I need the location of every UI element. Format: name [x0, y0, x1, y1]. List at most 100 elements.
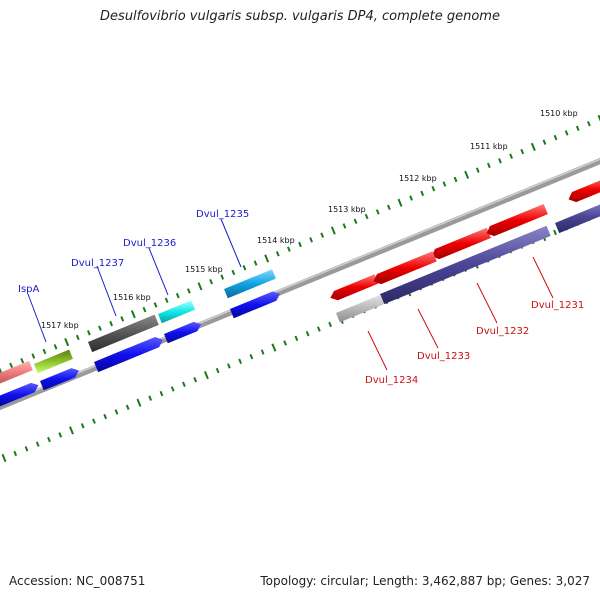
scale-tick: [453, 176, 458, 183]
gene-feature-red[interactable]: [373, 251, 437, 285]
scale-tick: [587, 120, 591, 127]
gene-label-dvul-1232[interactable]: Dvul_1232: [476, 326, 529, 337]
outer-tick-row: [0, 114, 600, 375]
scale-tick: [328, 321, 332, 328]
scale-tick: [53, 344, 58, 350]
scale-label: 1516 kbp: [113, 293, 151, 302]
scale-tick: [9, 362, 13, 369]
gene-label-dvul-1234[interactable]: Dvul_1234: [365, 375, 418, 386]
scale-tick: [464, 170, 470, 179]
scale-tick: [409, 195, 413, 201]
scale-tick: [249, 354, 254, 360]
scale-tick: [153, 302, 158, 308]
scale-label: 1514 kbp: [257, 236, 295, 245]
gene-feature-navy[interactable]: [555, 200, 600, 234]
scale-tick: [58, 432, 63, 438]
scale-tick: [575, 125, 580, 131]
leader-line: [220, 218, 242, 268]
scale-tick: [187, 288, 191, 294]
scale-label: 1511 kbp: [470, 142, 508, 151]
genome-stats-text: Topology: circular; Length: 3,462,887 bp…: [260, 574, 590, 588]
leader-line: [476, 282, 498, 324]
scale-tick: [148, 395, 153, 401]
gene-feature-red[interactable]: [568, 177, 600, 203]
scale-tick: [498, 158, 502, 164]
scale-tick: [238, 358, 243, 365]
gene-feature-blue[interactable]: [40, 368, 79, 391]
gene-label-ispa[interactable]: IspA: [18, 284, 40, 295]
scale-tick: [175, 292, 180, 299]
gene-feature-pink[interactable]: [0, 360, 33, 385]
gene-feature-dark[interactable]: [88, 314, 159, 353]
gene-feature-red[interactable]: [330, 274, 379, 301]
gene-feature-blue[interactable]: [94, 336, 163, 373]
scale-tick: [397, 198, 403, 207]
gene-feature-sky[interactable]: [224, 269, 276, 299]
scale-tick: [564, 130, 569, 136]
scale-tick: [69, 426, 74, 435]
leader-line: [27, 293, 47, 343]
scale-tick: [182, 381, 186, 388]
scale-tick: [47, 436, 51, 443]
scale-tick: [92, 418, 96, 424]
leader-line: [367, 330, 388, 371]
gene-label-dvul-1237[interactable]: Dvul_1237: [71, 258, 124, 269]
scale-tick: [24, 446, 29, 452]
scale-label: 1510 kbp: [540, 109, 578, 118]
scale-tick: [231, 269, 236, 276]
scale-labels: 1510 kbp 1511 kbp 1512 kbp 1513 kbp 1514…: [41, 109, 578, 330]
genome-backbone-highlight: [0, 158, 600, 406]
scale-tick: [442, 181, 447, 187]
gene-feature-blue[interactable]: [230, 291, 281, 319]
scale-tick: [215, 367, 220, 374]
scale-tick: [509, 153, 513, 159]
gene-label-dvul-1233[interactable]: Dvul_1233: [417, 351, 470, 362]
gene-feature-olive[interactable]: [34, 349, 73, 374]
scale-tick: [542, 139, 547, 145]
scale-tick: [283, 340, 288, 346]
scale-tick: [530, 142, 536, 151]
scale-tick: [597, 114, 600, 122]
scale-tick: [20, 358, 25, 364]
map-title: Desulfovibrio vulgaris subsp. vulgaris D…: [100, 9, 500, 24]
forward-gene-labels: IspA Dvul_1237 Dvul_1236 Dvul_1235: [18, 209, 249, 343]
scale-tick: [375, 209, 380, 215]
gene-feature-blue[interactable]: [164, 321, 202, 344]
scale-tick: [103, 413, 108, 420]
scale-tick: [64, 338, 70, 347]
scale-label: 1513 kbp: [328, 205, 366, 214]
gene-label-dvul-1235[interactable]: Dvul_1235: [196, 209, 249, 220]
gene-feature-red[interactable]: [431, 227, 491, 260]
gene-feature-gray[interactable]: [336, 294, 385, 323]
scale-tick: [209, 278, 213, 285]
scale-tick: [220, 274, 225, 280]
scale-tick: [125, 404, 130, 411]
gene-feature-blue[interactable]: [0, 382, 39, 407]
scale-tick: [75, 334, 80, 341]
scale-tick: [309, 237, 313, 243]
scale-tick: [330, 226, 336, 235]
scale-tick: [170, 386, 175, 392]
scale-tick: [475, 167, 480, 173]
scale-tick: [114, 409, 119, 415]
scale-tick: [142, 306, 147, 313]
scale-tick: [159, 390, 164, 397]
accession-text: Accession: NC_008751: [9, 574, 146, 588]
scale-tick: [253, 260, 258, 266]
gene-label-dvul-1231[interactable]: Dvul_1231: [531, 300, 584, 311]
gene-feature-cyan[interactable]: [158, 300, 196, 324]
scale-tick: [364, 213, 369, 220]
scale-tick: [13, 450, 18, 457]
scale-tick: [80, 423, 85, 429]
gene-label-dvul-1236[interactable]: Dvul_1236: [123, 238, 176, 249]
scale-tick: [305, 331, 310, 337]
scale-tick: [264, 254, 270, 263]
scale-tick: [553, 134, 558, 141]
gene-feature-red[interactable]: [486, 203, 548, 237]
scale-tick: [353, 218, 358, 224]
scale-tick: [130, 310, 136, 319]
scale-label: 1515 kbp: [185, 265, 223, 274]
scale-tick: [120, 316, 125, 322]
gene-feature-navy[interactable]: [380, 225, 551, 305]
